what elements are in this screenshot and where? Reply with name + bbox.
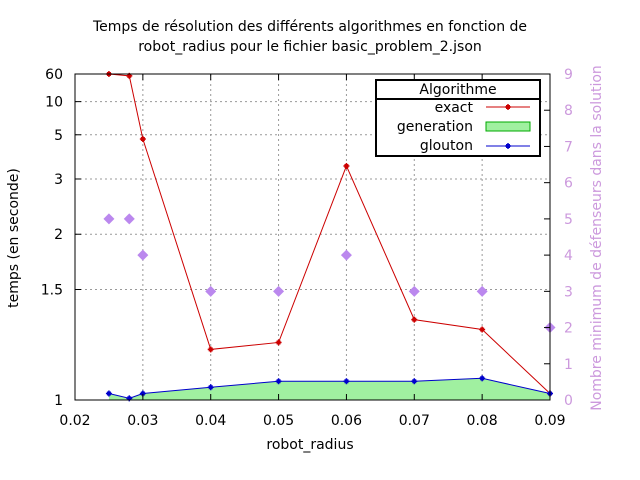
y2-tick-label: 4 (564, 248, 573, 264)
y2-tick-label: 1 (564, 357, 573, 373)
y-tick-label: 1 (54, 393, 63, 409)
legend-sample-generation (485, 121, 531, 132)
legend-label-generation: generation (397, 119, 473, 135)
data-point-glouton (105, 390, 112, 397)
y2-tick-label: 5 (564, 212, 573, 228)
defender-point (340, 249, 352, 261)
y2-tick-label: 2 (564, 321, 573, 337)
series-layer (105, 71, 553, 402)
y-axis-label: temps (en seconde) (6, 168, 22, 308)
defender-point (273, 285, 285, 297)
y-tick-label: 10 (45, 95, 63, 111)
x-tick-label: 0.07 (399, 413, 430, 429)
data-point-glouton (411, 378, 418, 385)
data-point-exact (275, 339, 282, 346)
x-tick-label: 0.09 (534, 413, 565, 429)
defender-point (205, 285, 217, 297)
defenders-layer (103, 213, 556, 334)
y2-tick-label: 0 (564, 393, 573, 409)
x-tick-label: 0.06 (331, 413, 362, 429)
chart-subtitle: robot_radius pour le fichier basic_probl… (138, 39, 482, 55)
y2-axis: 0 1 2 3 4 5 6 7 8 9 (544, 67, 573, 409)
data-point-exact (343, 162, 350, 169)
data-point-exact (139, 136, 146, 143)
data-point-glouton (479, 375, 486, 382)
x-axis: 0.02 0.03 0.04 0.05 0.06 0.07 0.08 0.09 (59, 74, 566, 429)
defender-point (103, 213, 115, 225)
defender-point (137, 249, 149, 261)
x-tick-label: 0.08 (467, 413, 498, 429)
legend-sample-exact (486, 104, 530, 110)
plot-border (74, 73, 551, 401)
y-tick-label: 3 (54, 172, 63, 188)
y2-tick-label: 7 (564, 139, 573, 155)
chart-title: Temps de résolution des différents algor… (92, 19, 527, 35)
y2-tick-label: 8 (564, 103, 573, 119)
data-point-exact (479, 326, 486, 333)
legend: Algorithme exact generation glouton (375, 79, 541, 157)
y2-tick-label: 6 (564, 176, 573, 192)
y-axis: 1 1.5 2 3 5 10 60 (41, 67, 81, 409)
y-tick-label: 5 (54, 128, 63, 144)
defender-point (123, 213, 135, 225)
legend-box (375, 79, 541, 157)
data-point-glouton (275, 378, 282, 385)
generation-area (108, 378, 550, 400)
generation-area-layer (108, 378, 550, 400)
data-point-exact (411, 316, 418, 323)
data-point-glouton (207, 384, 214, 391)
x-tick-label: 0.05 (263, 413, 294, 429)
data-point-exact (207, 346, 214, 353)
y-tick-label: 1.5 (41, 282, 63, 298)
y-tick-label: 60 (45, 67, 63, 83)
y2-tick-label: 9 (564, 67, 573, 83)
defender-point (408, 285, 420, 297)
legend-title: Algorithme (419, 82, 496, 98)
legend-label-glouton: glouton (420, 138, 473, 154)
x-axis-label: robot_radius (266, 437, 353, 453)
x-tick-label: 0.03 (127, 413, 158, 429)
x-tick-label: 0.02 (59, 413, 90, 429)
data-point-glouton (343, 378, 350, 385)
y2-tick-label: 3 (564, 284, 573, 300)
legend-label-exact: exact (435, 100, 474, 116)
x-tick-label: 0.04 (195, 413, 226, 429)
legend-sample-glouton (486, 143, 530, 149)
y-tick-label: 2 (54, 227, 63, 243)
y2-axis-label: Nombre minimum de défenseurs dans la sol… (589, 65, 605, 411)
defender-point (476, 285, 488, 297)
